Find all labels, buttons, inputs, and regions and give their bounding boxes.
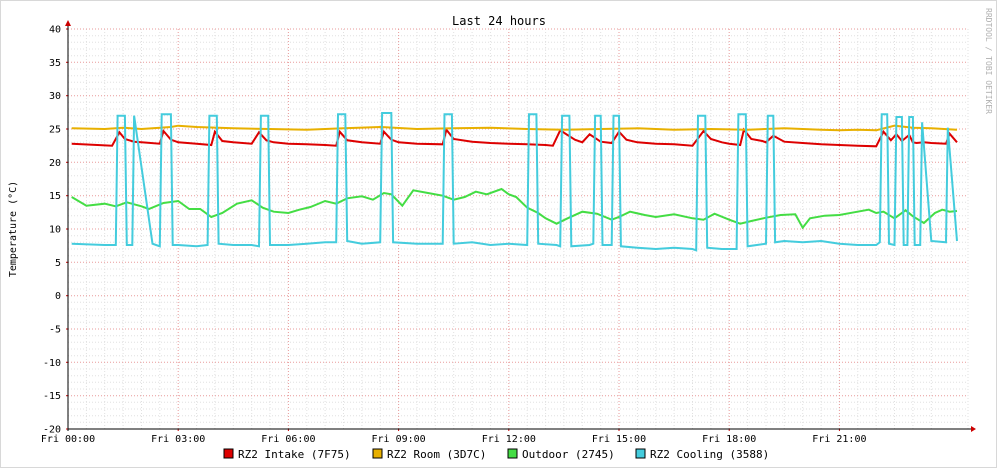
y-tick-label: 15 bbox=[49, 191, 61, 202]
y-tick-label: 35 bbox=[49, 58, 61, 69]
legend-label: RZ2 Intake (7F75) bbox=[238, 448, 351, 461]
y-tick-label: 40 bbox=[49, 25, 61, 36]
legend-label: RZ2 Cooling (3588) bbox=[650, 448, 769, 461]
legend-label: RZ2 Room (3D7C) bbox=[387, 448, 486, 461]
x-tick-labels: Fri 00:00 Fri 03:00 Fri 06:00 Fri 09:00 Fri … bbox=[41, 434, 867, 445]
x-tick-label: Fri 03:00 bbox=[151, 434, 205, 445]
legend: RZ2 Intake (7F75) RZ2 Room (3D7C) Outdoor … bbox=[223, 448, 769, 461]
y-axis-arrow-icon bbox=[65, 20, 71, 26]
y-tick-label: -15 bbox=[43, 391, 61, 402]
series-line-rz2-cooling-3588 bbox=[71, 112, 958, 252]
x-tick-label: Fri 12:00 bbox=[482, 434, 536, 445]
series-lines bbox=[71, 112, 958, 252]
y-tick-labels: -20 -15 -10 -5 0 5 10 15 20 25 30 35 40 bbox=[43, 25, 61, 436]
y-tick-label: -10 bbox=[43, 358, 61, 369]
chart-title: Last 24 hours bbox=[452, 14, 546, 28]
y-tick-label: 30 bbox=[49, 91, 61, 102]
legend-swatch bbox=[372, 448, 383, 459]
x-tick-label: Fri 21:00 bbox=[812, 434, 866, 445]
legend-swatch bbox=[223, 448, 234, 459]
x-tick-label: Fri 15:00 bbox=[592, 434, 646, 445]
x-tick-label: Fri 06:00 bbox=[261, 434, 315, 445]
x-tick-label: Fri 00:00 bbox=[41, 434, 95, 445]
y-tick-label: 5 bbox=[55, 258, 61, 269]
y-tick-label: -20 bbox=[43, 425, 61, 436]
y-tick-label: -5 bbox=[49, 325, 61, 336]
rrdtool-watermark: RRDTOOL / TOBI OETIKER bbox=[984, 8, 993, 114]
y-tick-label: 10 bbox=[49, 225, 61, 236]
y-tick-label: 20 bbox=[49, 158, 61, 169]
y-tick-label: 0 bbox=[55, 291, 61, 302]
series-line-rz2-room-3d7c bbox=[71, 124, 958, 132]
axes bbox=[65, 20, 976, 432]
legend-label: Outdoor (2745) bbox=[522, 448, 615, 461]
legend-swatch bbox=[635, 448, 646, 459]
legend-swatch bbox=[507, 448, 518, 459]
y-tick-label: 25 bbox=[49, 125, 61, 136]
grid bbox=[66, 28, 969, 431]
series-line-outdoor-2745 bbox=[71, 187, 958, 230]
y-axis-label: Temperature (°C) bbox=[8, 181, 19, 277]
x-tick-label: Fri 18:00 bbox=[702, 434, 756, 445]
x-tick-label: Fri 09:00 bbox=[372, 434, 426, 445]
x-axis-arrow-icon bbox=[971, 426, 976, 432]
